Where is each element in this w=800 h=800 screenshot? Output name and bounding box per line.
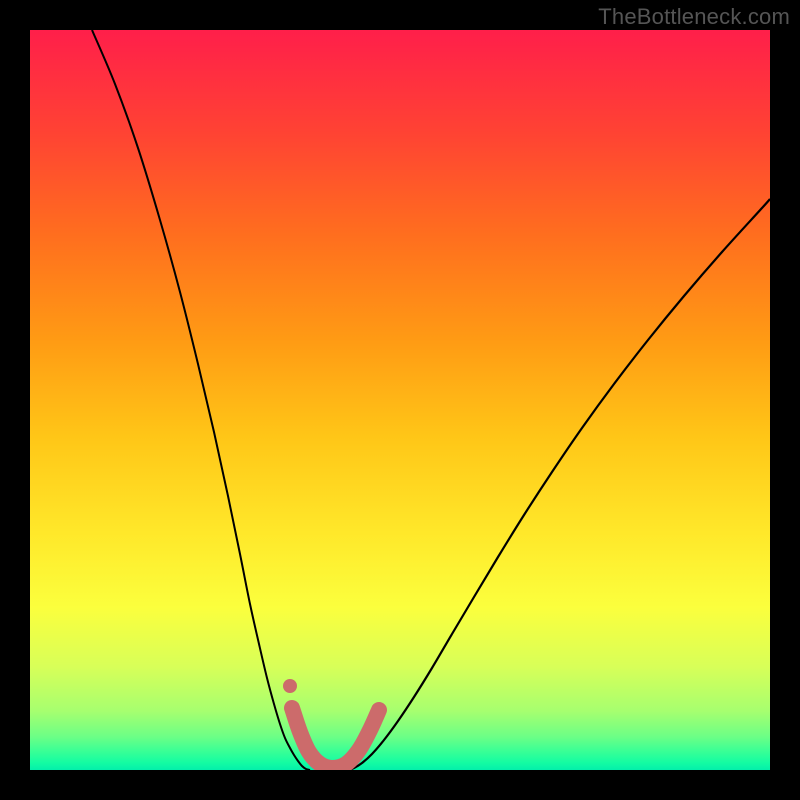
watermark-text: TheBottleneck.com [598, 4, 790, 30]
plot-background [30, 30, 770, 770]
markers-dot [283, 679, 297, 693]
chart-svg [0, 0, 800, 800]
chart-frame: TheBottleneck.com [0, 0, 800, 800]
